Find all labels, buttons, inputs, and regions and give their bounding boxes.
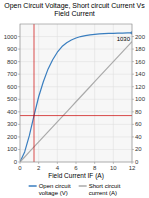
y2-tick	[132, 99, 134, 100]
plot-frame	[20, 24, 132, 162]
title-line: Field Current	[54, 10, 95, 17]
y-tick-label: 400	[7, 109, 18, 115]
grid-line	[113, 24, 114, 162]
y2-tick-label: 60	[135, 121, 142, 127]
annotation: 1030	[117, 36, 131, 42]
y-tick-label: 600	[7, 84, 18, 90]
title: Open Circuit Voltage, Short circuit Curr…	[4, 2, 145, 17]
x-tick-label: 6	[74, 165, 78, 171]
y2-tick	[132, 49, 134, 50]
legend: Open circuitvoltage (V) Short circuitcurr…	[29, 183, 121, 196]
x-tick	[94, 162, 95, 164]
y2-tick-label: 100	[135, 96, 146, 102]
series-line	[20, 42, 132, 162]
legend-line: Short circuit	[89, 183, 121, 189]
plot-background	[20, 24, 132, 162]
legend-line: Open circuit	[39, 183, 71, 189]
y2-tick	[132, 136, 134, 137]
y-tick-label: 100	[7, 146, 18, 152]
y-tick-label: 200	[7, 134, 18, 140]
x-tick-label: 2	[37, 165, 41, 171]
y-tick-label: 700	[7, 71, 18, 77]
y-tick-label: 300	[7, 121, 18, 127]
y2-tick-label: 0	[135, 159, 139, 165]
y-tick-label: 800	[7, 59, 18, 65]
legend-entry: Short circuitcurrent (A)	[89, 183, 121, 196]
x-tick	[76, 162, 77, 164]
y-tick	[18, 86, 20, 87]
y2-tick	[132, 111, 134, 112]
y2-tick	[132, 86, 134, 87]
grid-line	[76, 24, 77, 162]
x-tick	[113, 162, 114, 164]
y-tick	[18, 124, 20, 125]
y2-tick	[132, 61, 134, 62]
legend-line: voltage (V)	[39, 190, 68, 196]
plot-area	[20, 24, 132, 162]
x-tick	[20, 162, 21, 164]
y2-tick	[132, 162, 134, 163]
series-line	[20, 33, 132, 162]
y-tick	[18, 149, 20, 150]
grid-line	[57, 24, 58, 162]
x-tick	[132, 162, 133, 164]
y2-tick-label: 40	[135, 134, 142, 140]
x-tick	[38, 162, 39, 164]
y2-tick	[132, 124, 134, 125]
y2-tick-label: 200	[135, 34, 146, 40]
y2-tick-label: 120	[135, 84, 146, 90]
grid-line	[94, 24, 95, 162]
x-tick-label: 0	[18, 165, 22, 171]
y2-tick	[132, 74, 134, 75]
reference-line	[20, 115, 132, 116]
grid	[20, 24, 132, 162]
x-tick-label: 4	[56, 165, 60, 171]
y2-tick-label: 180	[135, 46, 146, 52]
y-tick	[18, 74, 20, 75]
chart: Open Circuit Voltage, Short circuit Curr…	[0, 0, 149, 198]
x-tick-label: 8	[93, 165, 97, 171]
y2-tick-label: 20	[135, 146, 142, 152]
title-line: Open Circuit Voltage, Short circuit Curr…	[4, 2, 145, 10]
y2-tick-label: 140	[135, 71, 146, 77]
y-tick-label: 0	[14, 159, 18, 165]
x-tick-label: 10	[110, 165, 117, 171]
y-tick	[18, 99, 20, 100]
y-tick	[18, 61, 20, 62]
y-tick-label: 900	[7, 46, 18, 52]
y2-tick	[132, 149, 134, 150]
x-tick	[57, 162, 58, 164]
x-tick-label: 12	[129, 165, 136, 171]
legend-entry: Open circuitvoltage (V)	[39, 183, 71, 196]
legend-line: current (A)	[89, 190, 117, 196]
legend-swatch	[79, 185, 87, 187]
y2-tick-label: 160	[135, 59, 146, 65]
y-tick-label: 1000	[4, 34, 18, 40]
y-tick-label: 500	[7, 96, 18, 102]
y-tick	[18, 49, 20, 50]
y-tick	[18, 162, 20, 163]
y-tick	[18, 36, 20, 37]
y2-tick	[132, 36, 134, 37]
y2-tick-label: 80	[135, 109, 142, 115]
legend-swatch	[29, 185, 37, 187]
reference-line	[34, 24, 35, 162]
x-axis-label: Field Current IF (A)	[48, 172, 104, 180]
y-tick	[18, 136, 20, 137]
y-tick	[18, 111, 20, 112]
